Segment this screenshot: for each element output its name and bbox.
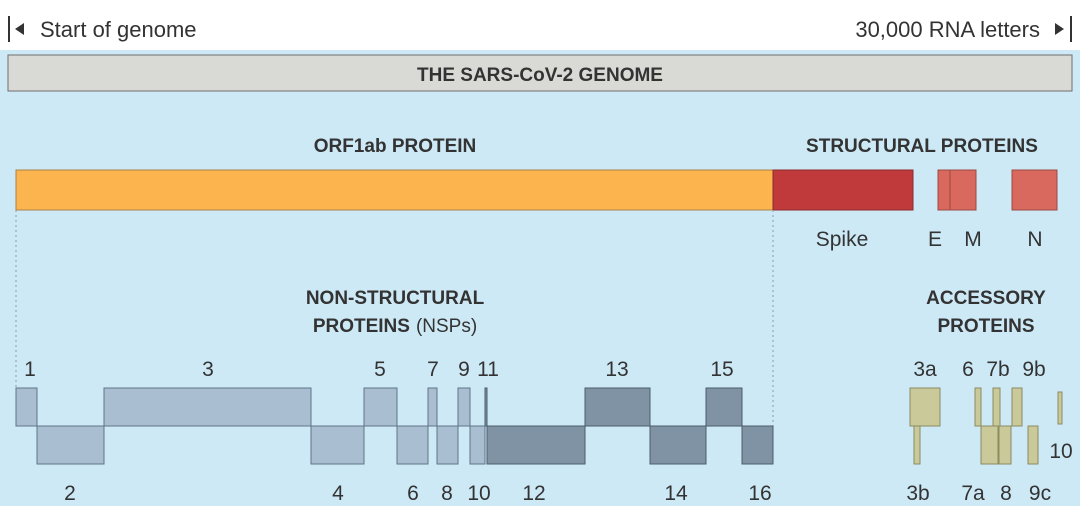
orf1ab-title: ORF1ab PROTEIN [314,136,477,157]
m-bar [949,169,977,211]
nsp-12-label: 12 [522,482,545,505]
acc-3a-label: 3a [913,358,937,381]
nsp-3-label: 3 [202,358,214,381]
nsp-1-label: 1 [24,358,36,381]
end-label: 30,000 RNA letters [855,17,1040,42]
nsp-13-block [584,387,651,427]
nsp-14-label: 14 [664,482,688,505]
acc-10-block [1057,391,1063,425]
nsp-9-block [457,387,471,427]
nsp-10-block [469,425,486,465]
nsp-10-label: 10 [467,482,490,505]
nsp-6-label: 6 [407,482,419,505]
nsp-4-label: 4 [332,482,344,505]
acc-10-label: 10 [1049,440,1072,463]
nsp-6-block [396,425,429,465]
nsp-5-block [363,387,398,427]
acc-8-block [998,425,1012,465]
nsp-8-label: 8 [441,482,453,505]
spike-bar [772,169,914,211]
nsp-5-label: 5 [374,358,386,381]
e-bar [937,169,951,211]
nsp-3-block [103,387,312,427]
genome-title: THE SARS-CoV-2 GENOME [417,65,663,86]
acc-7b-label: 7b [986,358,1009,381]
nsp-13-label: 13 [605,358,628,381]
end-arrow-icon [1055,23,1064,35]
acc-6-block [974,387,982,427]
orf1ab-bar [15,169,774,211]
nsp-1-block [15,387,38,427]
nsp-16-block [741,425,774,465]
nsp-7-label: 7 [427,358,439,381]
nsp-15-block [705,387,743,427]
m-label: M [964,228,982,251]
nsp-15-label: 15 [710,358,733,381]
nsp-2-label: 2 [64,482,76,505]
acc-9c-label: 9c [1029,482,1051,505]
acc-9b-block [1011,387,1023,427]
nsp-title-line2: PROTEINS (NSPs) [313,316,477,337]
nsp-title-line1: NON-STRUCTURAL [306,288,485,309]
nsp-4-block [310,425,365,465]
nsp-11-block [484,387,488,427]
genome-bar [7,54,1073,92]
acc-6-label: 6 [962,358,974,381]
n-bar [1011,169,1058,211]
nsp-7-block [427,387,438,427]
acc-3b-label: 3b [906,482,929,505]
e-label: E [928,228,942,251]
acc-7a-label: 7a [961,482,985,505]
spike-label: Spike [816,228,869,251]
accessory-title-line1: ACCESSORY [926,288,1046,309]
start-arrow-icon [15,23,24,35]
structural-title: STRUCTURAL PROTEINS [806,136,1038,157]
nsp-9-label: 9 [458,358,470,381]
acc-8-label: 8 [1000,482,1012,505]
acc-9b-label: 9b [1022,358,1045,381]
acc-3a-block [909,387,941,427]
nsp-8-block [436,425,459,465]
nsp-14-block [649,425,707,465]
acc-7a-block [980,425,999,465]
header-band [0,0,1080,50]
start-label: Start of genome [40,17,197,42]
nsp-title-abbrev: (NSPs) [416,316,477,337]
nsp-title-proteins: PROTEINS [313,316,410,337]
n-label: N [1027,228,1042,251]
accessory-title-line2: PROTEINS [937,316,1034,337]
nsp-11-label: 11 [477,358,499,381]
nsp-16-label: 16 [748,482,771,505]
nsp-12-block [486,425,586,465]
acc-9c-block [1027,425,1039,465]
acc-3b-block [913,425,921,465]
nsp-2-block [36,425,105,465]
acc-7b-block [992,387,1001,427]
